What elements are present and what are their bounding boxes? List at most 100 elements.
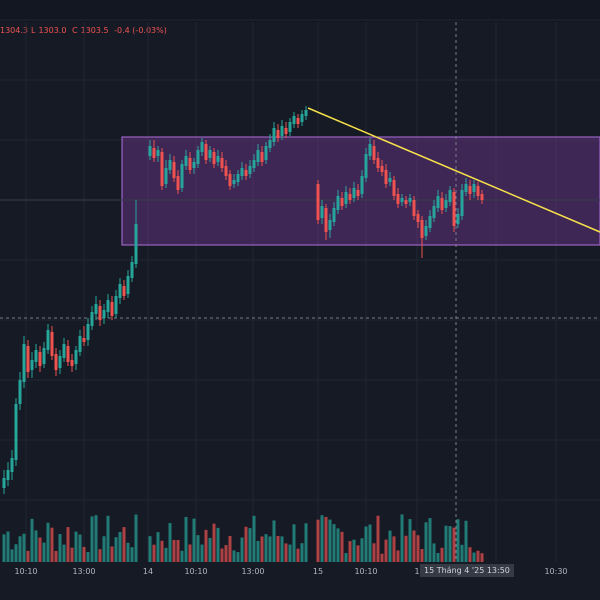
candle-body [368, 144, 372, 156]
volume-bar [212, 523, 216, 562]
candle-body [224, 166, 228, 176]
candle-body [432, 206, 436, 218]
time-tick: 15 [312, 567, 324, 576]
volume-bar [368, 524, 372, 562]
time-tick: 1 [414, 567, 420, 576]
candle-body [328, 220, 332, 230]
volume-bar [114, 537, 118, 562]
candle-body [412, 200, 416, 216]
candle-body [156, 150, 160, 156]
candle-body [456, 214, 460, 224]
volume-bar [384, 539, 388, 562]
volume-bar [224, 545, 228, 562]
volume-bar [106, 515, 110, 562]
candle-body [2, 478, 6, 488]
volume-bar [204, 529, 208, 562]
volume-bar [102, 536, 106, 562]
volume-bar [452, 527, 456, 562]
volume-bar [440, 547, 444, 562]
volume-bar [70, 547, 74, 562]
candle-body [70, 360, 74, 366]
candle-body [420, 220, 424, 238]
candle-body [340, 198, 344, 206]
candle-body [42, 348, 46, 364]
volume-bar [468, 547, 472, 562]
candle-body [106, 300, 110, 312]
candle-body [10, 458, 14, 472]
time-tick: 13:00 [72, 567, 96, 576]
volume-bar [110, 546, 114, 562]
volume-bar [476, 550, 480, 562]
candle-body [66, 346, 70, 362]
candle-body [192, 162, 196, 168]
candle-body [34, 350, 38, 362]
time-tick: 10:10 [184, 567, 208, 576]
volume-bar [148, 536, 152, 562]
candle-body [208, 150, 212, 158]
crosshair-time: 13:50 [486, 566, 510, 575]
volume-bar [396, 550, 400, 562]
volume-bar [188, 544, 192, 562]
volume-bar [134, 514, 138, 562]
ohlc-high-value: 1304.3 [0, 26, 28, 35]
candle-body [304, 110, 308, 116]
volume-bar [264, 534, 268, 562]
candle-body [408, 198, 412, 202]
volume-bar [6, 531, 10, 562]
candle-body [176, 176, 180, 190]
candle-body [244, 170, 248, 176]
volume-bar [74, 531, 78, 562]
volume-bar [126, 542, 130, 562]
volume-bar [34, 530, 38, 562]
volume-bar [400, 514, 404, 562]
volume-bar [244, 526, 248, 562]
volume-bar [316, 519, 320, 562]
volume-bar [196, 535, 200, 562]
candle-body [400, 198, 404, 202]
candle-body [376, 158, 380, 168]
volume-bar [272, 520, 276, 562]
volume-bar [240, 537, 244, 562]
candle-body [102, 310, 106, 318]
candle-body [6, 470, 10, 480]
candle-body [480, 194, 484, 200]
ohlc-low-value: 1303.0 [38, 26, 67, 35]
volume-bar [472, 552, 476, 562]
volume-bar [388, 530, 392, 562]
candle-body [90, 312, 94, 326]
candle-body [126, 276, 130, 294]
volume-bar [50, 527, 54, 562]
volume-bar [408, 519, 412, 562]
volume-bar [90, 516, 94, 562]
candle-body [268, 140, 272, 148]
volume-bar [296, 548, 300, 562]
candle-body [172, 162, 176, 178]
candle-body [428, 216, 432, 228]
volume-bar [376, 515, 380, 562]
candle-body [62, 344, 66, 358]
volume-bar [248, 528, 252, 562]
candle-body [98, 306, 102, 320]
volume-bar [46, 522, 50, 562]
candle-body [332, 208, 336, 222]
volume-bar [404, 535, 408, 562]
candle-body [300, 114, 304, 122]
candle-body [476, 186, 480, 196]
candle-body [212, 152, 216, 164]
volume-bar [424, 522, 428, 562]
candle-body [58, 356, 62, 368]
volume-bar [26, 550, 30, 562]
volume-bar [66, 527, 70, 562]
candle-body [356, 190, 360, 196]
volume-bar [284, 543, 288, 562]
volume-bar [252, 515, 256, 562]
volume-bar [292, 524, 296, 562]
candle-body [228, 174, 232, 186]
candle-body [392, 180, 396, 196]
volume-bar [200, 544, 204, 562]
volume-bar [86, 551, 90, 562]
volume-bar [344, 553, 348, 562]
candle-body [372, 146, 376, 160]
